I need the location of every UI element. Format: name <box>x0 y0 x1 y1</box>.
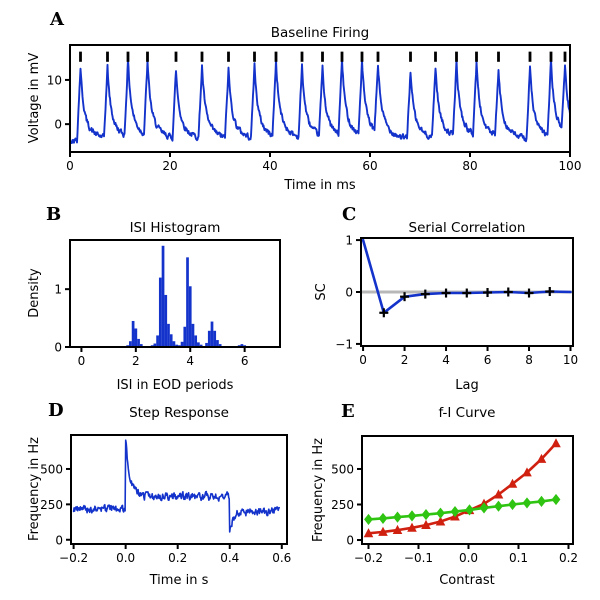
panel-c-title: Serial Correlation <box>409 220 526 236</box>
xtick-label: 0.1 <box>509 551 528 565</box>
xtick-label: 4 <box>442 353 450 367</box>
ytick-label: 500 <box>40 462 63 476</box>
panel-c-ylabel: SC <box>314 283 329 300</box>
xtick-label: −0.2 <box>59 551 88 565</box>
xtick-label: 60 <box>362 159 377 173</box>
xtick-label: 2 <box>132 354 140 368</box>
xtick-label: 0.0 <box>459 551 478 565</box>
panel-a-xlabel: Time in ms <box>283 178 356 193</box>
panel-b-plot: 0 2 4 6 0 1 <box>54 239 281 368</box>
xtick-label: 6 <box>484 353 492 367</box>
panel-d-title: Step Response <box>129 405 229 421</box>
ytick-label: 0 <box>55 533 63 547</box>
ytick-label: −1 <box>335 337 353 351</box>
xtick-label: 0 <box>66 159 74 173</box>
xtick-label: 80 <box>462 159 477 173</box>
panel-b-title: ISI Histogram <box>130 220 221 236</box>
xtick-label: 10 <box>563 353 578 367</box>
ytick-label: 250 <box>331 498 354 512</box>
panel-d-xlabel: Time in s <box>149 573 209 588</box>
panel-c-label: C <box>342 204 356 225</box>
panel-d-ylabel: Frequency in Hz <box>27 437 42 541</box>
panel-b-xlabel: ISI in EOD periods <box>117 378 234 393</box>
panel-d-label: D <box>48 400 64 421</box>
xtick-label: 8 <box>525 353 533 367</box>
ytick-label: 1 <box>54 283 62 297</box>
xtick-label: −0.1 <box>404 551 433 565</box>
panel-a-title: Baseline Firing <box>271 25 370 41</box>
panel-a: A Baseline Firing Time in ms Voltage in … <box>27 9 581 193</box>
xtick-label: 0.0 <box>116 551 135 565</box>
ytick-label: 0 <box>54 341 62 355</box>
ytick-label: 0 <box>54 118 62 132</box>
xtick-label: 0.4 <box>220 551 239 565</box>
xtick-label: 0 <box>359 353 367 367</box>
xtick-label: 20 <box>162 159 177 173</box>
xtick-label: 100 <box>559 159 582 173</box>
xtick-label: 2 <box>401 353 409 367</box>
panel-e-xlabel: Contrast <box>439 573 495 588</box>
panel-c-plot: 0 2 4 6 8 10 −1 0 1 <box>335 234 578 367</box>
ytick-label: 0 <box>345 286 353 300</box>
xtick-label: 40 <box>262 159 277 173</box>
ytick-label: 0 <box>346 534 354 548</box>
panel-e-title: f-I Curve <box>439 405 496 421</box>
panel-d: D Step Response Time in s Frequency in H… <box>27 400 291 588</box>
panel-b-label: B <box>46 204 61 225</box>
xtick-label: 0.2 <box>559 551 578 565</box>
xtick-label: 0 <box>78 354 86 368</box>
panel-a-label: A <box>49 9 65 30</box>
ytick-label: 500 <box>331 462 354 476</box>
panel-a-plot: 0 20 40 60 80 100 0 10 <box>47 44 582 173</box>
panel-b: B ISI Histogram ISI in EOD periods Densi… <box>27 204 281 393</box>
panel-e: E f-I Curve Contrast Frequency in Hz −0.… <box>311 401 578 588</box>
ytick-label: 10 <box>47 73 62 87</box>
xtick-label: 0.2 <box>168 551 187 565</box>
panel-b-ylabel: Density <box>27 268 42 318</box>
panel-c: C Serial Correlation Lag SC 0 2 4 6 8 10 −1 0 1 <box>314 204 578 393</box>
panel-d-plot: −0.2 0.0 0.2 0.4 0.6 0 250 500 <box>40 434 291 565</box>
xtick-label: 0.6 <box>272 551 291 565</box>
panel-a-ylabel: Voltage in mV <box>27 53 42 144</box>
xtick-label: 6 <box>241 354 249 368</box>
panel-e-plot: −0.2 −0.1 0.0 0.1 0.2 0 250 500 <box>331 435 578 565</box>
ytick-label: 250 <box>40 498 63 512</box>
panel-c-xlabel: Lag <box>455 378 478 393</box>
ytick-label: 1 <box>345 234 353 248</box>
xtick-label: 4 <box>186 354 194 368</box>
panel-e-ylabel: Frequency in Hz <box>311 438 326 542</box>
xtick-label: −0.2 <box>354 551 383 565</box>
panel-e-label: E <box>341 401 355 422</box>
